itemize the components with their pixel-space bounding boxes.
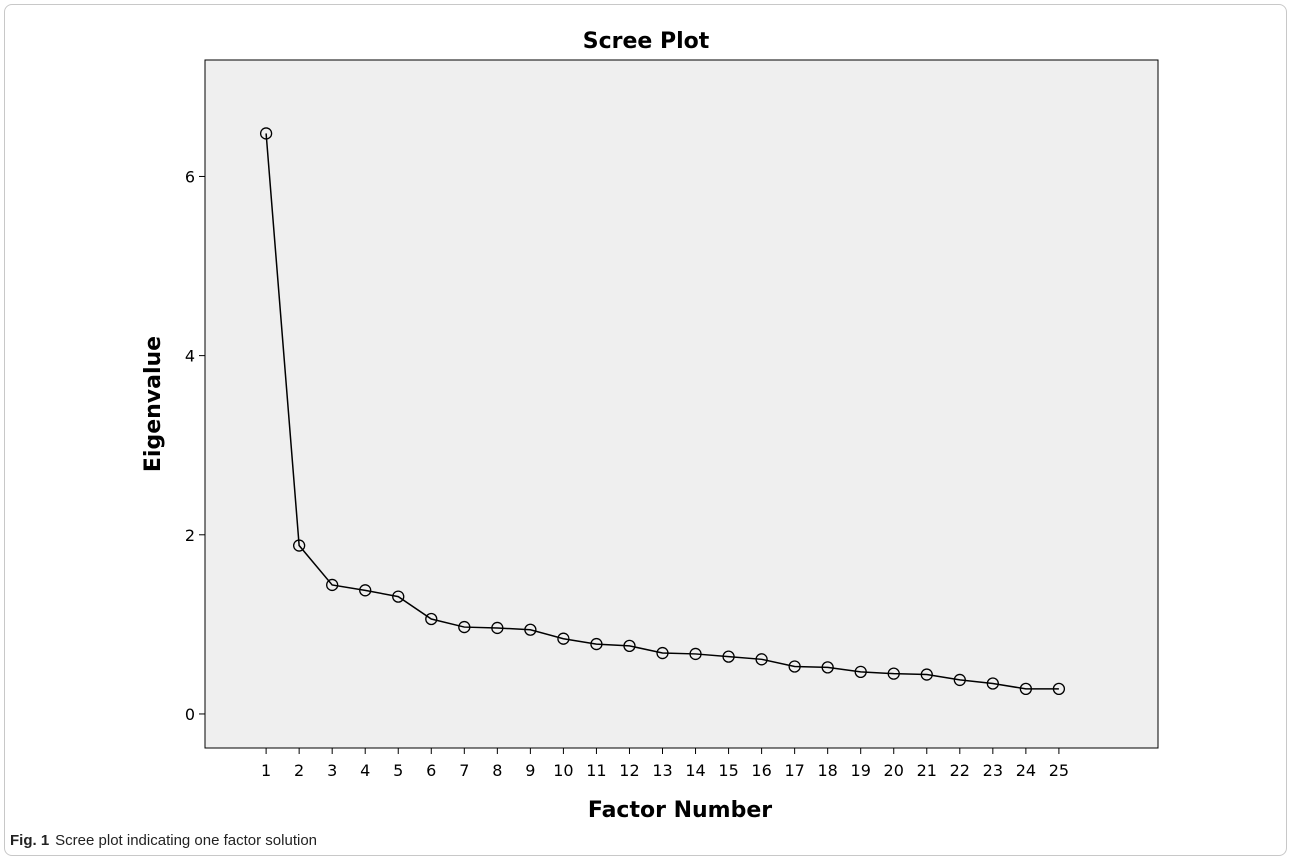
y-axis-label: Eigenvalue (141, 336, 166, 472)
x-tick-label: 1 (261, 761, 271, 780)
y-tick-label: 2 (185, 526, 195, 545)
x-tick-label: 22 (950, 761, 970, 780)
data-point (689, 647, 702, 661)
caption-label: Fig. 1 (10, 832, 50, 849)
data-point (292, 539, 306, 552)
x-tick-label: 11 (586, 761, 606, 780)
x-tick-label: 10 (553, 761, 573, 780)
x-tick-label: 7 (459, 761, 469, 780)
x-tick-label: 21 (917, 761, 937, 780)
y-axis: 0 2 4 6 (185, 167, 205, 724)
data-point (623, 639, 636, 653)
figure-caption: Fig. 1 Scree plot indicating one factor s… (10, 832, 317, 849)
data-point (359, 584, 372, 597)
data-point (392, 590, 405, 603)
x-tick-label: 18 (817, 761, 837, 780)
x-tick-label: 25 (1049, 761, 1069, 780)
y-tick-label: 4 (185, 347, 195, 366)
data-point (920, 668, 933, 681)
x-tick-label: 15 (718, 761, 738, 780)
caption-text: Scree plot indicating one factor solutio… (55, 832, 317, 849)
x-tick-label: 19 (851, 761, 871, 780)
x-axis-label: Factor Number (588, 798, 772, 823)
x-tick-label: 8 (492, 761, 502, 780)
x-tick-label: 24 (1016, 761, 1036, 780)
x-tick-label: 16 (751, 761, 771, 780)
data-point (590, 637, 603, 651)
x-axis: 1 2 3 4 5 6 7 8 9 10 11 12 13 14 15 16 17 18 19 20 21 22 23 24 2… (261, 748, 1069, 780)
x-tick-label: 13 (652, 761, 672, 780)
data-point (887, 667, 900, 680)
x-tick-label: 4 (360, 761, 370, 780)
chart-title: Scree Plot (583, 29, 710, 54)
data-point (986, 677, 999, 690)
x-tick-label: 14 (685, 761, 705, 780)
data-point (755, 653, 768, 666)
data-point (524, 623, 537, 636)
data-point (854, 665, 867, 679)
data-point (1052, 682, 1066, 696)
data-point (458, 620, 471, 634)
series-line (265, 133, 1059, 690)
data-point (259, 127, 273, 140)
data-points (259, 127, 1066, 696)
x-tick-label: 12 (619, 761, 639, 780)
data-point (656, 646, 669, 660)
x-tick-label: 23 (983, 761, 1003, 780)
data-point (953, 673, 966, 687)
x-tick-label: 17 (784, 761, 804, 780)
plot-area (204, 59, 1159, 749)
data-point (788, 660, 801, 673)
data-point (326, 578, 339, 592)
x-tick-label: 9 (525, 761, 535, 780)
data-point (491, 621, 504, 635)
x-tick-label: 20 (884, 761, 904, 780)
y-tick-label: 0 (185, 705, 195, 724)
x-tick-label: 6 (426, 761, 436, 780)
figure-frame (4, 4, 1287, 856)
y-tick-label: 6 (185, 167, 195, 186)
data-point (722, 650, 735, 663)
data-point (1019, 682, 1033, 696)
data-point (557, 632, 570, 645)
x-tick-label: 2 (294, 761, 304, 780)
x-tick-label: 5 (393, 761, 403, 780)
data-point (425, 612, 438, 626)
data-point (821, 661, 834, 674)
x-tick-label: 3 (327, 761, 337, 780)
